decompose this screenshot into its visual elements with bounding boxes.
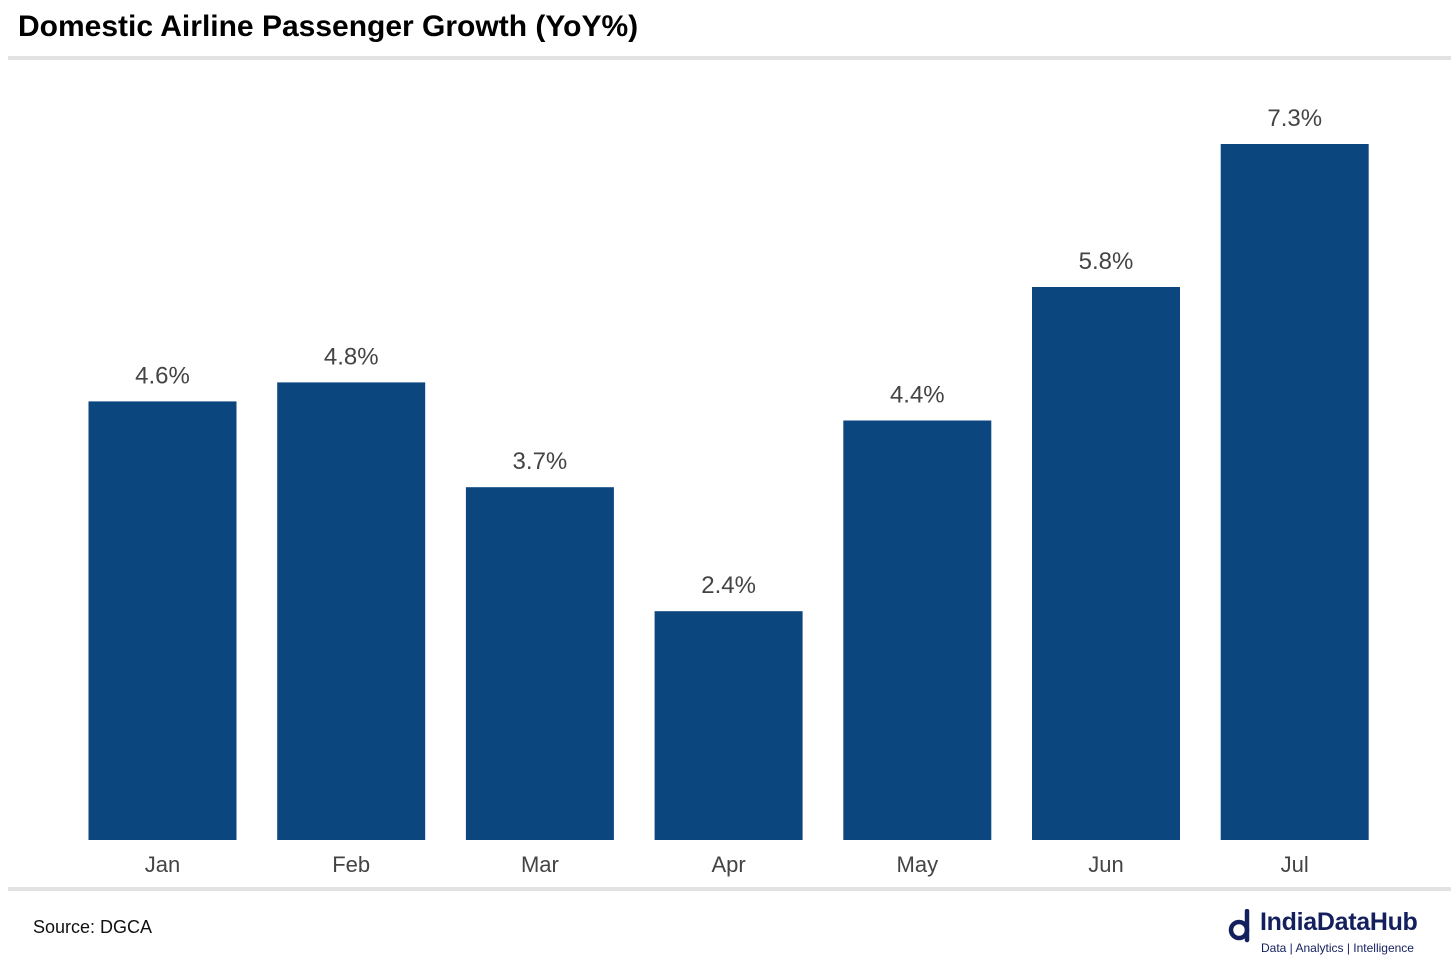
bar-jul (1220, 144, 1369, 840)
data-label-feb: 4.8% (324, 343, 379, 370)
data-label-jun: 5.8% (1079, 248, 1134, 275)
top-divider (8, 56, 1451, 60)
bottom-divider (8, 887, 1451, 891)
bar-apr (654, 611, 803, 840)
source-note: Source: DGCA (33, 917, 153, 937)
x-tick-label-mar: Mar (521, 852, 559, 877)
bar-chart: 4.6% Jan 4.8% Feb 3.7% Mar 2.4% Apr 4.4% May 5.8% J… (88, 105, 1369, 877)
data-label-may: 4.4% (890, 382, 945, 409)
bar-may (843, 420, 992, 840)
x-tick-label-jul: Jul (1281, 852, 1309, 877)
data-label-mar: 3.7% (513, 448, 568, 475)
bar-mar (465, 487, 614, 840)
brand-logo: IndiaDataHub Data | Analytics | Intellig… (1228, 906, 1448, 962)
logo-tagline: Data | Analytics | Intelligence (1261, 941, 1414, 955)
data-label-apr: 2.4% (701, 572, 756, 599)
logo-name: IndiaDataHub (1260, 908, 1418, 936)
x-tick-label-jan: Jan (145, 852, 180, 877)
x-tick-label-feb: Feb (332, 852, 370, 877)
x-tick-label-may: May (897, 852, 939, 877)
bar-feb (277, 382, 426, 840)
x-tick-label-apr: Apr (711, 852, 745, 877)
data-label-jul: 7.3% (1267, 105, 1322, 132)
logo-d-icon (1228, 909, 1250, 943)
chart-title: Domestic Airline Passenger Growth (YoY%) (18, 10, 639, 43)
x-tick-label-jun: Jun (1088, 852, 1123, 877)
data-label-jan: 4.6% (135, 362, 190, 389)
bar-jan (88, 401, 237, 840)
bar-jun (1032, 287, 1180, 840)
